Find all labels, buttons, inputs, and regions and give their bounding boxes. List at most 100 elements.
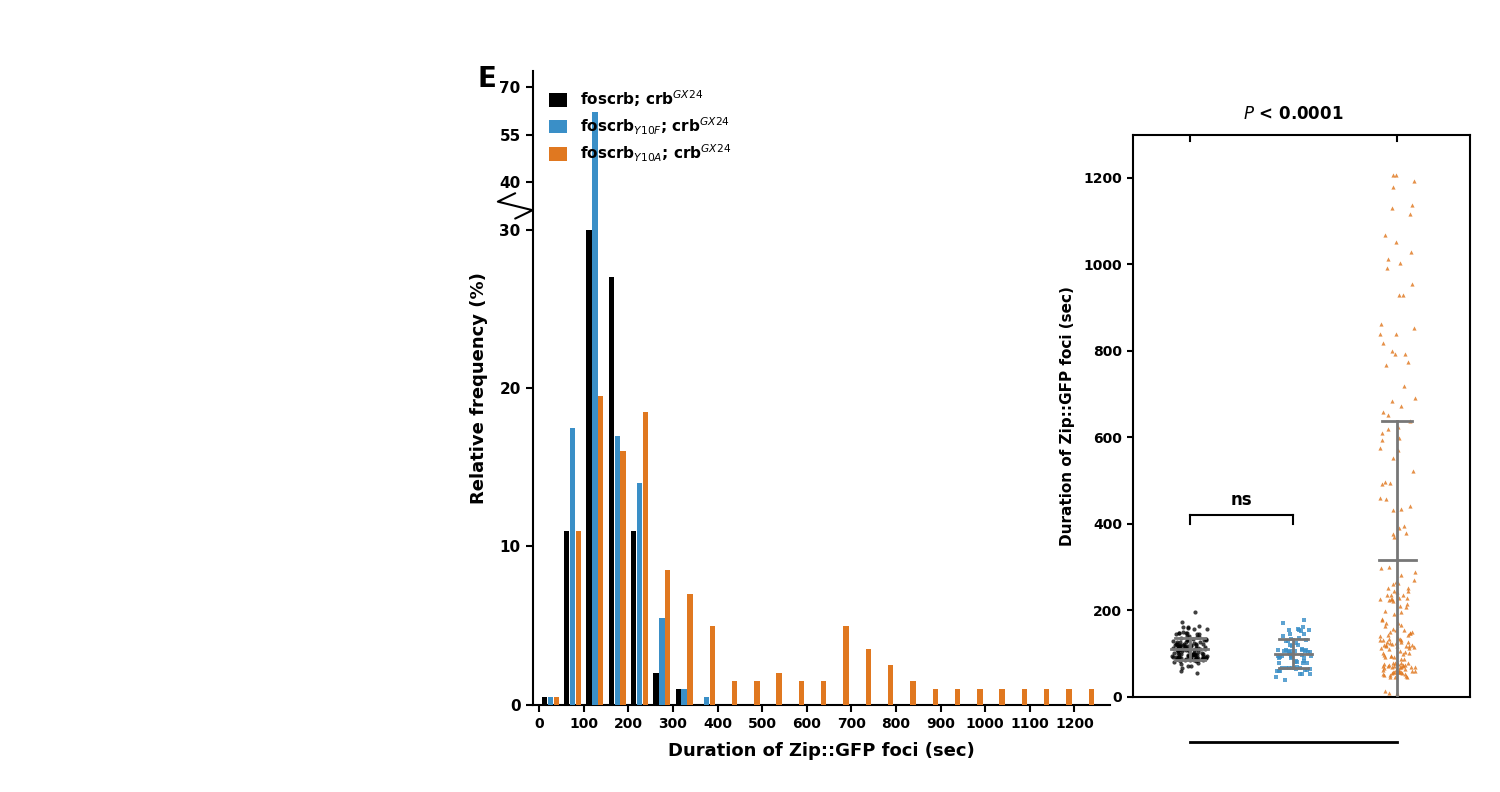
Point — [1191, 653, 1215, 665]
Bar — [732, 681, 738, 705]
Point — [1384, 236, 1408, 249]
Point — [1382, 577, 1406, 590]
Point — [1179, 653, 1203, 666]
Point — [1188, 636, 1212, 649]
Point — [1185, 628, 1209, 641]
Point — [1371, 660, 1395, 672]
Y-axis label: Duration of Zip::GFP foci (sec): Duration of Zip::GFP foci (sec) — [1060, 286, 1076, 546]
Point — [1382, 651, 1406, 664]
Point — [1167, 626, 1191, 639]
Bar — [576, 531, 580, 705]
Point — [1176, 649, 1200, 661]
Point — [1167, 641, 1191, 653]
Bar — [704, 697, 710, 705]
Point — [1192, 641, 1216, 653]
Point — [1266, 664, 1290, 677]
Point — [1377, 594, 1401, 607]
Point — [1191, 649, 1215, 662]
Point — [1184, 643, 1208, 656]
Point — [1174, 644, 1198, 657]
Bar — [658, 618, 664, 705]
Point — [1172, 638, 1196, 650]
Point — [1184, 652, 1208, 664]
Point — [1384, 623, 1408, 636]
Point — [1294, 664, 1318, 676]
Point — [1394, 668, 1417, 680]
Point — [1166, 653, 1190, 665]
Point — [1396, 646, 1420, 659]
Point — [1280, 645, 1304, 657]
Point — [1390, 667, 1414, 680]
Bar — [933, 689, 938, 705]
Point — [1278, 638, 1302, 651]
Point — [1173, 653, 1197, 666]
Point — [1166, 642, 1190, 655]
Point — [1268, 650, 1292, 663]
Point — [1167, 643, 1191, 656]
Point — [1389, 636, 1413, 649]
Point — [1176, 640, 1200, 653]
Point — [1164, 638, 1188, 651]
Point — [1298, 668, 1322, 680]
Point — [1167, 651, 1191, 664]
Point — [1368, 634, 1392, 646]
Point — [1278, 627, 1302, 640]
Point — [1176, 634, 1200, 646]
Bar — [843, 626, 849, 705]
Bar — [710, 626, 716, 705]
Point — [1294, 644, 1318, 657]
Point — [1186, 642, 1210, 655]
Point — [1168, 664, 1192, 677]
Point — [1370, 318, 1394, 331]
Text: ns: ns — [1230, 491, 1252, 508]
Point — [1396, 639, 1420, 652]
Point — [1164, 638, 1188, 650]
Point — [1389, 399, 1413, 412]
Point — [1377, 642, 1401, 655]
Point — [1280, 649, 1304, 662]
Point — [1186, 653, 1210, 666]
Point — [1380, 528, 1404, 541]
Point — [1383, 168, 1407, 181]
Point — [1386, 666, 1410, 679]
Point — [1170, 662, 1194, 675]
Point — [1276, 662, 1300, 675]
Point — [1386, 432, 1410, 444]
Point — [1398, 208, 1422, 220]
Point — [1378, 593, 1402, 606]
Point — [1390, 659, 1414, 672]
Point — [1394, 645, 1417, 658]
Point — [1389, 569, 1413, 581]
Point — [1388, 600, 1411, 612]
Bar — [598, 396, 603, 705]
Point — [1374, 685, 1398, 698]
Point — [1280, 639, 1304, 652]
Point — [1382, 607, 1406, 620]
Point — [1392, 588, 1416, 601]
Point — [1274, 643, 1298, 656]
Point — [1378, 626, 1402, 638]
Point — [1382, 665, 1406, 678]
Point — [1166, 643, 1190, 656]
Point — [1184, 638, 1208, 651]
Point — [1290, 642, 1314, 655]
Bar — [754, 681, 759, 705]
Point — [1266, 649, 1290, 662]
Point — [1166, 651, 1190, 664]
Point — [1176, 660, 1200, 672]
Point — [1182, 644, 1206, 657]
Point — [1184, 653, 1208, 665]
X-axis label: Duration of Zip::GFP foci (sec): Duration of Zip::GFP foci (sec) — [668, 742, 975, 760]
Point — [1371, 646, 1395, 659]
Point — [1386, 687, 1410, 699]
Point — [1188, 642, 1212, 655]
Point — [1382, 169, 1406, 181]
Point — [1173, 640, 1197, 653]
Point — [1179, 653, 1203, 665]
Point — [1168, 642, 1192, 655]
Point — [1384, 637, 1408, 649]
Point — [1402, 641, 1426, 653]
Point — [1298, 662, 1322, 675]
Point — [1377, 658, 1401, 671]
Bar — [586, 230, 592, 705]
